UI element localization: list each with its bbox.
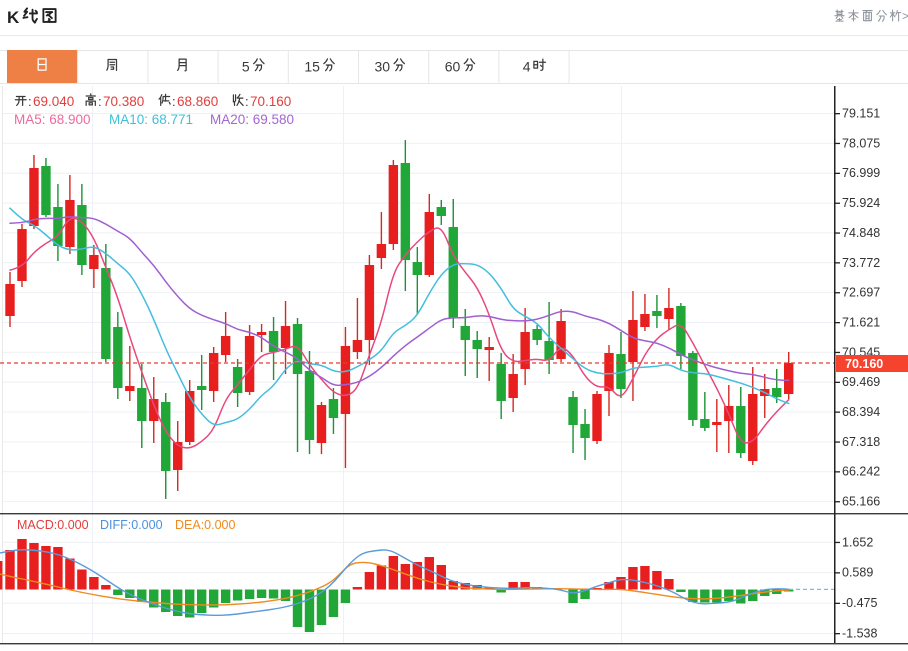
svg-text::: : (245, 94, 249, 109)
svg-text:60: 60 (445, 59, 461, 75)
svg-text:67.318: 67.318 (842, 435, 880, 449)
svg-text:MA20: 69.580: MA20: 69.580 (210, 112, 294, 127)
svg-text::: : (28, 94, 32, 109)
svg-text:-0.475: -0.475 (842, 596, 877, 610)
svg-text:DIFF:0.000: DIFF:0.000 (100, 518, 163, 532)
svg-text:68.860: 68.860 (177, 94, 218, 109)
svg-text:MA10: 68.771: MA10: 68.771 (109, 112, 193, 127)
svg-text:76.999: 76.999 (842, 166, 880, 180)
svg-text:4: 4 (523, 59, 531, 75)
svg-text:MACD:0.000: MACD:0.000 (17, 518, 89, 532)
svg-text:K: K (7, 8, 20, 27)
svg-text::: : (172, 94, 176, 109)
svg-text:69.040: 69.040 (33, 94, 74, 109)
svg-text:66.242: 66.242 (842, 465, 880, 479)
svg-text:74.848: 74.848 (842, 226, 880, 240)
svg-text:70.380: 70.380 (103, 94, 144, 109)
svg-text:MA5: 68.900: MA5: 68.900 (14, 112, 91, 127)
svg-text:70.160: 70.160 (845, 357, 883, 371)
svg-text:68.394: 68.394 (842, 405, 880, 419)
svg-text:-1.538: -1.538 (842, 627, 877, 641)
svg-text:79.151: 79.151 (842, 107, 880, 121)
svg-text:69.469: 69.469 (842, 375, 880, 389)
svg-text:71.621: 71.621 (842, 315, 880, 329)
svg-text:30: 30 (375, 59, 391, 75)
svg-text:1.652: 1.652 (842, 535, 873, 549)
svg-text:70.160: 70.160 (250, 94, 291, 109)
svg-text:DEA:0.000: DEA:0.000 (175, 518, 236, 532)
svg-text:>: > (902, 9, 908, 23)
svg-text:75.924: 75.924 (842, 196, 880, 210)
svg-text:73.772: 73.772 (842, 256, 880, 270)
svg-text:72.697: 72.697 (842, 286, 880, 300)
svg-text:65.166: 65.166 (842, 495, 880, 509)
svg-text:5: 5 (242, 59, 250, 75)
svg-text:0.589: 0.589 (842, 566, 873, 580)
svg-text:78.075: 78.075 (842, 136, 880, 150)
svg-text::: : (98, 94, 102, 109)
svg-text:15: 15 (304, 59, 320, 75)
